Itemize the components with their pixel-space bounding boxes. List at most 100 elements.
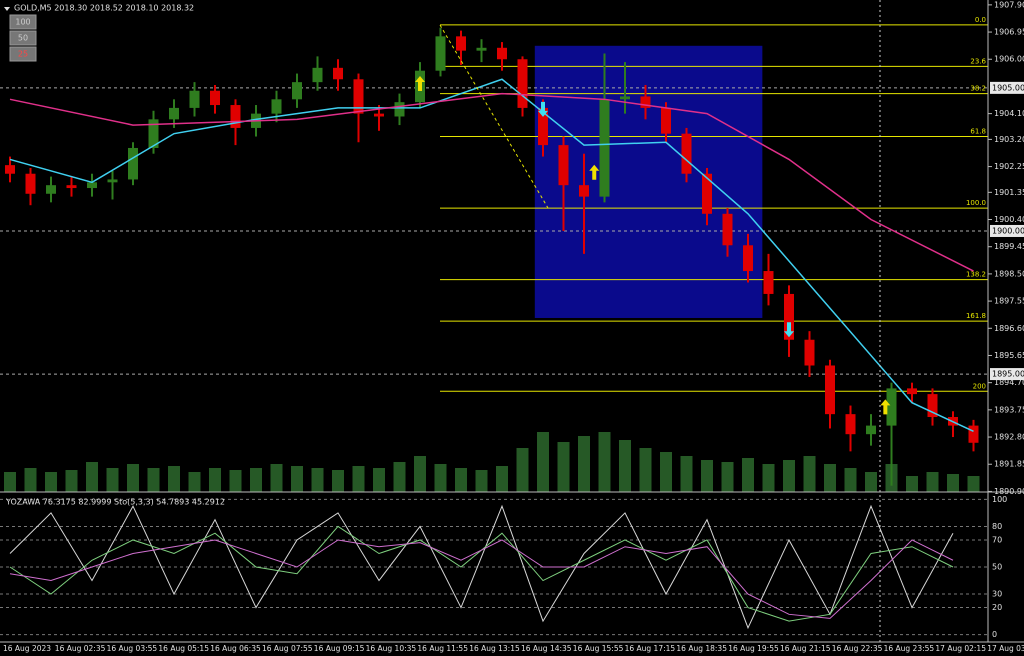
price-body [46,185,56,194]
oscillator-line [9,504,954,630]
price-body [558,145,569,186]
price-body [25,173,36,194]
volume-bar [947,474,959,492]
price-body [907,388,917,395]
volume-bar [332,470,344,492]
fib-label: 38.2 [970,85,986,93]
y-tick-label: 1898.50 [994,269,1024,278]
price-body [107,179,118,183]
signal-arrow [415,76,425,92]
zoom-button-label[interactable]: 100 [15,18,30,27]
volume-bar [639,448,652,492]
x-tick-label: 17 Aug 03:35 [987,644,1024,653]
x-tick-label: 16 Aug 23:55 [884,644,935,653]
volume-bar [373,468,385,492]
volume-bar [352,466,365,492]
y-tick-label: 1906.00 [994,55,1024,64]
price-body [743,245,753,272]
price-body [538,107,548,146]
price-body [5,165,15,174]
volume-bar [844,468,857,492]
price-body [845,414,856,435]
volume-bar [24,468,37,492]
price-body [702,173,712,214]
oscillator-panel: 100 80 70 50 30 20 0 [0,495,1007,639]
fib-label: 23.6 [970,57,986,65]
price-body [886,388,897,426]
y-tick-label: 1906.95 [994,28,1024,37]
volume-bar [926,472,939,492]
volume-bar [434,464,447,492]
y-tick-label: 1891.85 [994,460,1024,469]
volume-bar [537,432,549,492]
volume-bar [229,470,242,492]
zoom-button[interactable] [9,30,37,46]
volume-bar [4,472,16,492]
price-body [579,185,589,197]
fib-label: 161.8 [966,312,986,320]
y-tick-label: 0 [992,630,997,639]
volume-bar [721,462,734,492]
price-body [804,339,815,366]
x-tick-label: 16 Aug 09:15 [314,644,365,653]
price-body [497,47,507,60]
price-body [353,79,364,114]
volume-bar [393,462,406,492]
y-tick-label: 1907.90 [994,0,1024,9]
moving-average [9,92,974,272]
volume-bar [701,460,713,492]
level-label: 1905.00 [992,83,1024,92]
x-tick-label: 16 Aug 13:15 [469,644,520,653]
price-body [333,67,343,80]
volume-bar [783,460,795,492]
volume-bar [250,468,262,492]
price-body [968,425,979,443]
price-panel: 1907.90 1906.95 1906.00 1904.10 1903.20 1902.… [0,0,1024,496]
signal-arrow [784,322,794,338]
volume-bar [188,472,201,492]
price-body [148,119,159,148]
signal-arrow [538,101,548,117]
volume-bar [865,472,877,492]
volume-bar [106,468,119,492]
menu-icon[interactable] [4,7,10,11]
zoom-button-label[interactable]: 50 [18,34,28,43]
volume-bar [803,456,816,492]
price-body [435,36,446,71]
x-tick-label: 17 Aug 02:15 [935,644,986,653]
volume-bar [270,464,283,492]
zoom-button[interactable] [9,46,37,62]
y-tick-label: 1900.40 [994,215,1024,224]
x-tick-label: 16 Aug 18:35 [676,644,727,653]
y-tick-label: 1902.25 [994,162,1024,171]
volume-bar [65,470,78,492]
price-body [456,36,466,51]
fib-label: 200 [973,382,986,390]
volume-bar [598,432,611,492]
price-body [722,213,733,246]
y-tick-label: 1896.60 [994,324,1024,333]
level-label-box [990,224,1024,237]
level-label: 1895.00 [992,370,1024,379]
level-label-box [990,368,1024,381]
volume-bar [496,466,508,492]
x-tick-label: 16 Aug 06:35 [210,644,261,653]
volume-bar [291,466,303,492]
zoom-button[interactable] [9,14,37,30]
zone-rectangle [534,45,763,318]
x-tick-label: 16 Aug 19:55 [728,644,779,653]
price-body [210,90,220,106]
price-body [189,90,200,108]
volume-bar [578,436,590,492]
signal-arrow [880,399,891,415]
price-body [784,293,794,340]
y-tick-label: 1899.45 [994,242,1024,251]
price-body [271,99,282,114]
level-label-box [990,81,1024,94]
zoom-button-label[interactable]: 25 [18,50,28,59]
volume-bar [762,464,775,492]
y-tick-label: 1894.70 [994,378,1024,387]
